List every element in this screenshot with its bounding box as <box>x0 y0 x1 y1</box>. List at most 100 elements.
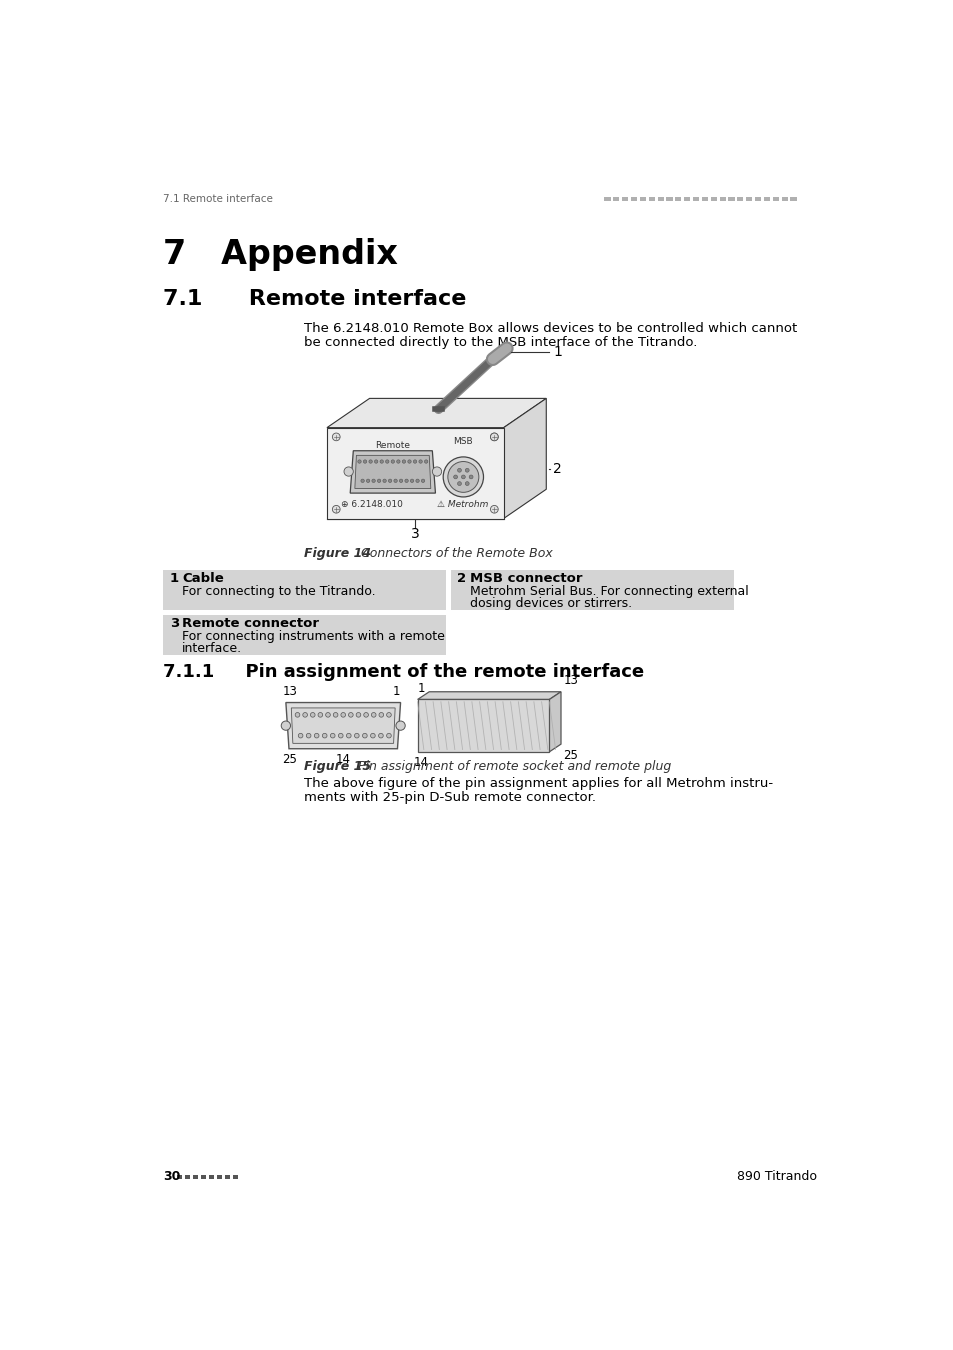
Text: 2: 2 <box>553 462 561 477</box>
Bar <box>728 197 734 201</box>
Circle shape <box>370 733 375 738</box>
Text: 25: 25 <box>562 749 578 761</box>
Bar <box>737 197 742 201</box>
Polygon shape <box>327 398 546 428</box>
Circle shape <box>388 479 392 482</box>
Text: dosing devices or stirrers.: dosing devices or stirrers. <box>469 598 631 610</box>
Polygon shape <box>291 707 395 744</box>
Text: Metrohm Serial Bus. For connecting external: Metrohm Serial Bus. For connecting exter… <box>469 585 747 598</box>
Bar <box>217 1174 222 1179</box>
Circle shape <box>355 733 358 738</box>
Text: 1: 1 <box>553 346 561 359</box>
Bar <box>763 197 769 201</box>
Circle shape <box>421 479 424 482</box>
Bar <box>233 1174 237 1179</box>
Bar <box>648 197 654 201</box>
Bar <box>613 197 618 201</box>
Circle shape <box>371 713 375 717</box>
Text: 890 Titrando: 890 Titrando <box>736 1170 816 1184</box>
Circle shape <box>332 433 340 440</box>
Bar <box>745 197 752 201</box>
Text: 2: 2 <box>456 572 466 585</box>
Bar <box>754 197 760 201</box>
Circle shape <box>410 479 414 482</box>
Circle shape <box>369 460 372 463</box>
Circle shape <box>386 713 391 717</box>
Bar <box>772 197 778 201</box>
Bar <box>719 197 725 201</box>
Circle shape <box>378 733 383 738</box>
Circle shape <box>407 460 411 463</box>
Text: 1: 1 <box>417 682 425 695</box>
Circle shape <box>379 460 383 463</box>
Bar <box>683 197 690 201</box>
Circle shape <box>330 733 335 738</box>
Bar <box>701 197 707 201</box>
Text: Remote connector: Remote connector <box>182 617 318 629</box>
Bar <box>209 1174 213 1179</box>
Circle shape <box>281 721 291 730</box>
Text: 7.1.1     Pin assignment of the remote interface: 7.1.1 Pin assignment of the remote inter… <box>163 663 644 680</box>
Circle shape <box>372 479 375 482</box>
Bar <box>604 197 610 201</box>
Text: 3: 3 <box>170 617 178 629</box>
Circle shape <box>363 460 366 463</box>
Text: 3: 3 <box>411 526 419 541</box>
Circle shape <box>338 733 343 738</box>
Text: ⊕ 6.2148.010: ⊕ 6.2148.010 <box>340 500 402 509</box>
Circle shape <box>317 713 322 717</box>
Text: ⚠ Metrohm: ⚠ Metrohm <box>436 500 488 509</box>
Text: 14: 14 <box>414 756 429 770</box>
Text: 1: 1 <box>170 572 178 585</box>
Circle shape <box>340 713 345 717</box>
Bar <box>781 197 787 201</box>
Circle shape <box>377 479 380 482</box>
Bar <box>666 197 672 201</box>
Text: 25: 25 <box>282 753 297 767</box>
Circle shape <box>362 733 367 738</box>
Circle shape <box>306 733 311 738</box>
Polygon shape <box>503 398 546 518</box>
Text: MSB: MSB <box>453 437 473 446</box>
Circle shape <box>322 733 327 738</box>
Bar <box>225 1174 230 1179</box>
Circle shape <box>447 462 478 493</box>
Text: Figure 15: Figure 15 <box>303 760 371 774</box>
Bar <box>185 1174 190 1179</box>
Circle shape <box>396 460 399 463</box>
Circle shape <box>378 713 383 717</box>
Circle shape <box>465 482 469 486</box>
Text: Cable: Cable <box>182 572 224 585</box>
Bar <box>201 1174 206 1179</box>
Polygon shape <box>355 455 431 489</box>
Polygon shape <box>350 451 435 493</box>
Bar <box>193 1174 198 1179</box>
Circle shape <box>443 456 483 497</box>
Circle shape <box>399 479 402 482</box>
Text: For connecting instruments with a remote: For connecting instruments with a remote <box>182 630 444 643</box>
Polygon shape <box>417 691 560 699</box>
Polygon shape <box>417 699 549 752</box>
Circle shape <box>386 733 391 738</box>
Text: For connecting to the Titrando.: For connecting to the Titrando. <box>182 585 375 598</box>
Circle shape <box>490 505 497 513</box>
Polygon shape <box>327 428 503 518</box>
Circle shape <box>490 433 497 440</box>
Text: Pin assignment of remote socket and remote plug: Pin assignment of remote socket and remo… <box>342 760 671 774</box>
Text: 14: 14 <box>335 753 351 767</box>
Circle shape <box>413 460 416 463</box>
Circle shape <box>294 713 299 717</box>
Text: 1: 1 <box>393 684 400 698</box>
Circle shape <box>457 468 461 472</box>
Text: interface.: interface. <box>182 643 242 655</box>
Circle shape <box>333 713 337 717</box>
Text: Remote: Remote <box>375 441 410 450</box>
Bar <box>177 1174 182 1179</box>
Bar <box>790 197 796 201</box>
Circle shape <box>360 479 364 482</box>
Text: 7.1 Remote interface: 7.1 Remote interface <box>163 194 273 204</box>
Circle shape <box>490 433 497 440</box>
Text: The above figure of the pin assignment applies for all Metrohm instru-: The above figure of the pin assignment a… <box>303 776 772 790</box>
Circle shape <box>346 733 351 738</box>
Bar <box>451 570 733 610</box>
